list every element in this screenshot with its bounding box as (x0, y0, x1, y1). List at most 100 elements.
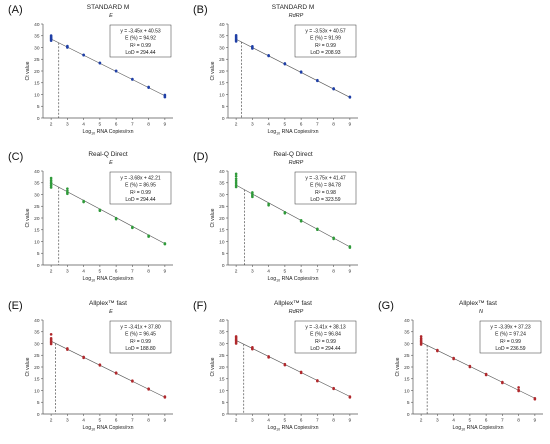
data-point (147, 85, 150, 89)
x-tick-label: 3 (436, 418, 439, 424)
data-point (251, 45, 254, 48)
chart-title: STANDARD M (272, 4, 315, 11)
data-point (283, 362, 287, 366)
x-tick-label: 2 (50, 122, 53, 128)
data-point (131, 379, 134, 382)
y-tick-label: 10 (34, 92, 40, 98)
data-point (299, 219, 303, 222)
y-tick-label: 25 (34, 353, 40, 359)
panel-label: (D) (193, 151, 208, 163)
x-tick-label: 5 (99, 418, 102, 424)
data-point (234, 174, 238, 178)
panel-label: (B) (193, 4, 208, 16)
y-tick-label: 35 (404, 330, 410, 336)
data-point (501, 380, 504, 384)
y-tick-label: 25 (219, 204, 225, 210)
y-axis-label: Ct value (395, 357, 401, 376)
y-tick-label: 30 (219, 341, 225, 347)
stats-line: E (%) = 97.24 (495, 332, 526, 338)
data-point (484, 372, 488, 376)
y-tick-label: 15 (34, 228, 40, 234)
data-point (234, 185, 238, 189)
y-tick-label: 30 (34, 192, 40, 198)
y-tick-label: 35 (219, 181, 225, 187)
y-tick-label: 35 (219, 34, 225, 40)
y-tick-label: 0 (37, 263, 40, 269)
stats-box (479, 320, 542, 354)
data-point (49, 186, 53, 189)
data-point (234, 172, 238, 176)
y-tick-label: 20 (219, 69, 225, 75)
y-tick-label: 0 (222, 412, 225, 418)
data-point (147, 234, 150, 237)
stats-line: LoD = 208.93 (310, 50, 340, 56)
fit-line (235, 184, 351, 248)
data-point (452, 356, 455, 360)
y-tick-label: 5 (37, 251, 40, 257)
x-tick-label: 4 (452, 418, 455, 424)
x-tick-label: 3 (251, 269, 254, 275)
stats-line: y = -3.68x + 42.21 (120, 176, 161, 182)
x-tick-label: 9 (164, 122, 167, 128)
stats-box (294, 24, 357, 58)
stats-line: y = -3.45x + 40.53 (120, 29, 161, 35)
y-tick-label: 40 (219, 318, 225, 324)
x-tick-label: 3 (66, 269, 69, 275)
panel-label: (E) (8, 300, 23, 312)
y-tick-label: 0 (222, 263, 225, 269)
data-point (82, 355, 85, 359)
x-tick-label: 4 (82, 269, 85, 275)
y-tick-label: 5 (222, 251, 225, 257)
x-tick-label: 6 (115, 418, 118, 424)
x-tick-label: 7 (316, 418, 319, 424)
x-tick-label: 3 (66, 122, 69, 128)
x-tick-label: 8 (147, 269, 150, 275)
data-point (468, 364, 472, 368)
x-tick-label: 5 (469, 418, 472, 424)
x-tick-label: 2 (235, 122, 238, 128)
y-tick-label: 0 (37, 412, 40, 418)
x-tick-label: 3 (251, 418, 254, 424)
y-tick-label: 20 (34, 69, 40, 75)
x-tick-label: 7 (131, 122, 134, 128)
x-tick-label: 7 (316, 269, 319, 275)
x-tick-label: 5 (99, 269, 102, 275)
data-point (147, 387, 150, 390)
chart-title: Allplex™ fast (89, 300, 127, 307)
y-tick-label: 15 (219, 377, 225, 383)
y-tick-label: 10 (404, 388, 410, 394)
fit-line (235, 38, 351, 98)
stats-line: E (%) = 94.92 (125, 36, 156, 42)
data-point (98, 363, 102, 366)
y-tick-label: 5 (222, 104, 225, 110)
stats-line: LoD = 294.44 (125, 50, 155, 56)
y-axis-label: Ct value (210, 208, 216, 227)
y-tick-label: 5 (407, 400, 410, 406)
x-tick-label: 9 (349, 122, 352, 128)
stats-line: R² = 0.99 (130, 339, 151, 345)
x-tick-label: 5 (284, 269, 287, 275)
x-tick-label: 2 (50, 269, 53, 275)
stats-line: y = -3.39x + 37.23 (490, 325, 531, 331)
y-tick-label: 40 (404, 318, 410, 324)
data-point (163, 242, 167, 245)
stats-line: R² = 0.99 (315, 43, 336, 49)
x-tick-label: 2 (50, 418, 53, 424)
fit-line (235, 340, 351, 397)
data-point (436, 348, 439, 352)
data-point (131, 225, 134, 229)
y-tick-label: 40 (34, 318, 40, 324)
chart-panel: (F) Allplex™ fast RdRP 0 5 10 15 20 25 30 35 40 2 3 4 5… (193, 300, 358, 431)
panel-label: (G) (378, 300, 394, 312)
y-tick-label: 25 (34, 57, 40, 63)
data-point (49, 180, 53, 184)
data-point (517, 386, 520, 389)
y-tick-label: 30 (219, 45, 225, 51)
data-point (163, 93, 167, 97)
data-point (131, 77, 134, 81)
data-point (419, 337, 423, 340)
data-point (251, 191, 254, 194)
x-tick-label: 4 (82, 122, 85, 128)
data-point (332, 386, 335, 390)
data-point (348, 245, 352, 248)
